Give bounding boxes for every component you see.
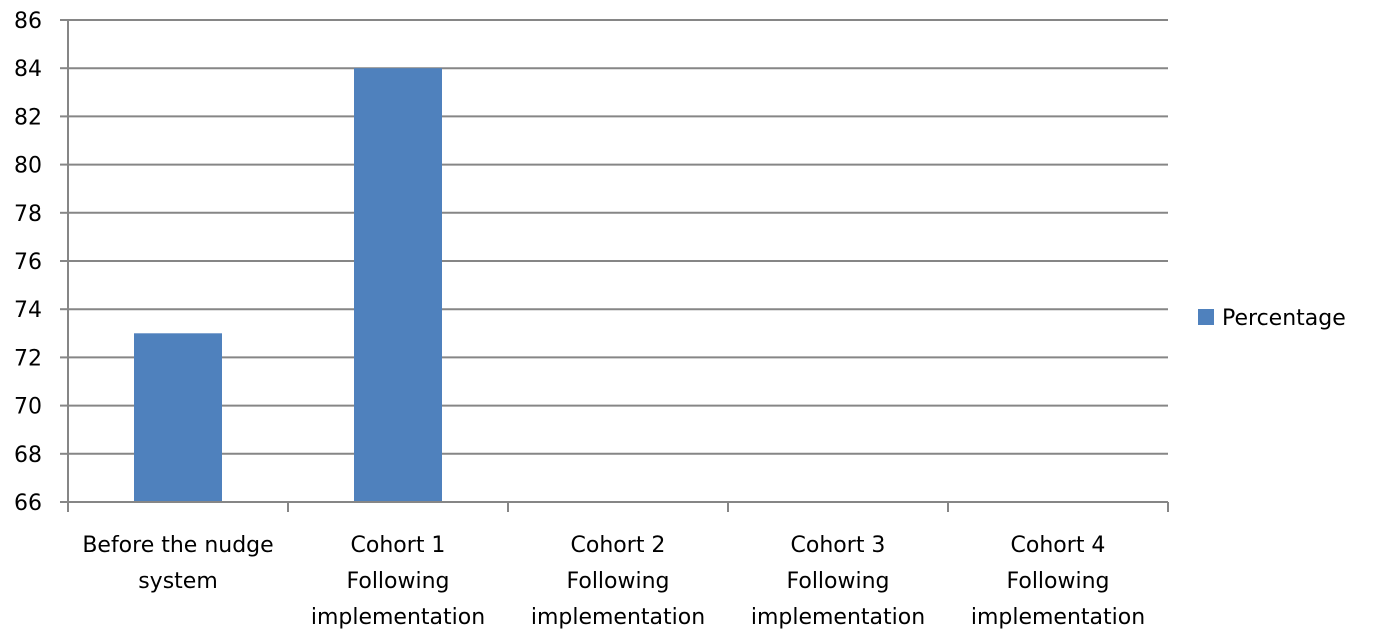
y-tick-label: 76: [14, 250, 42, 275]
x-category-label-line: Following: [566, 569, 669, 594]
x-category-label-line: implementation: [971, 605, 1145, 630]
x-category-label-line: implementation: [751, 605, 925, 630]
x-category-label-line: Before the nudge: [82, 533, 273, 558]
y-tick-label: 82: [14, 105, 42, 130]
bar-1: [134, 333, 222, 502]
x-category-label: Cohort 3 Following implementation: [751, 533, 925, 630]
y-tick-label: 66: [14, 491, 42, 516]
legend: Percentage: [1198, 306, 1346, 331]
y-tick-label: 80: [14, 154, 42, 179]
legend-swatch-percentage: [1198, 309, 1214, 325]
x-category-label: Cohort 2 Following implementation: [531, 533, 705, 630]
x-category-label-line: implementation: [311, 605, 485, 630]
bars: [134, 68, 442, 502]
x-category-label-line: Cohort 2: [571, 533, 666, 558]
y-tick-label: 78: [14, 202, 42, 227]
x-category-label-line: Following: [786, 569, 889, 594]
x-category-labels: Before the nudge system Cohort 1 Following i…: [82, 533, 1145, 630]
x-category-label-line: Cohort 1: [351, 533, 446, 558]
y-tick-label: 72: [14, 346, 42, 371]
y-tick-label: 84: [14, 57, 42, 82]
x-category-label: Cohort 4 Following implementation: [971, 533, 1145, 630]
x-category-label: Before the nudge system: [82, 533, 273, 594]
x-category-label-line: Following: [346, 569, 449, 594]
axes: [60, 19, 1169, 512]
gridlines: [68, 19, 1168, 455]
x-category-label-line: system: [138, 569, 218, 594]
y-tick-label: 86: [14, 9, 42, 34]
legend-label-percentage: Percentage: [1222, 306, 1346, 331]
y-tick-label: 68: [14, 443, 42, 468]
x-category-label: Cohort 1 Following implementation: [311, 533, 485, 630]
y-tick-label: 74: [14, 298, 42, 323]
x-category-label-line: Cohort 3: [791, 533, 886, 558]
x-category-label-line: Cohort 4: [1011, 533, 1106, 558]
x-category-label-line: implementation: [531, 605, 705, 630]
y-tick-label: 70: [14, 395, 42, 420]
y-tick-labels: 66 68 70 72 74 76 78 80 82 84 86: [14, 9, 42, 516]
bar-2: [354, 68, 442, 502]
x-category-label-line: Following: [1006, 569, 1109, 594]
